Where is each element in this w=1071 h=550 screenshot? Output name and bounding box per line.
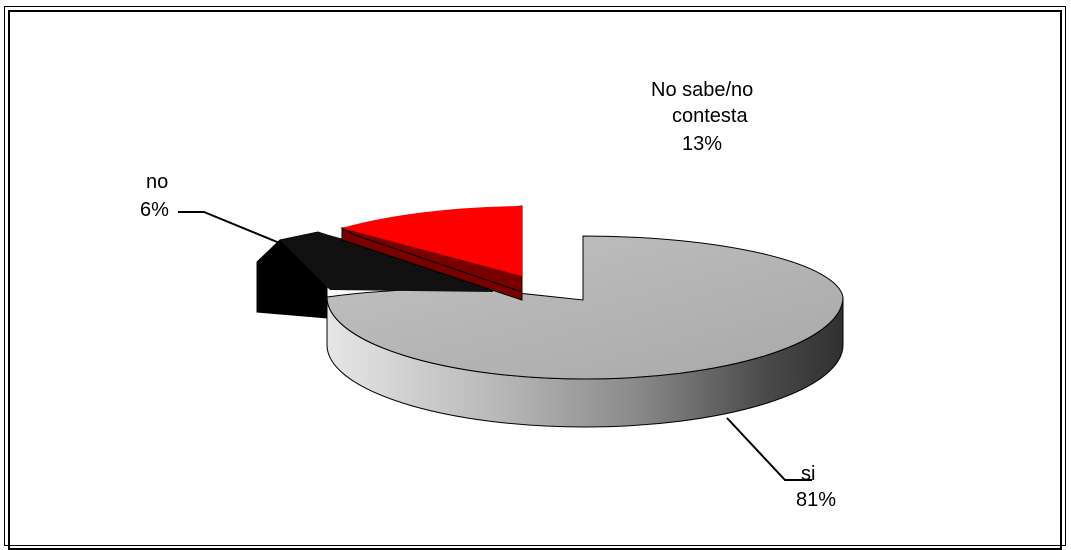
label-si-name: si: [801, 463, 815, 485]
label-no-pct: 6%: [140, 199, 169, 221]
leader-line-no: [178, 211, 283, 245]
pie-slice-nsnc: [340, 205, 523, 301]
label-no-name: no: [146, 171, 168, 193]
label-nsnc-pct: 13%: [682, 133, 722, 155]
leader-line-si: [726, 417, 812, 481]
label-nsnc-line2: contesta: [672, 105, 748, 127]
label-nsnc-line1: No sabe/no: [651, 79, 753, 101]
pie-slice-si: [326, 235, 844, 428]
label-si-pct: 81%: [796, 489, 836, 511]
